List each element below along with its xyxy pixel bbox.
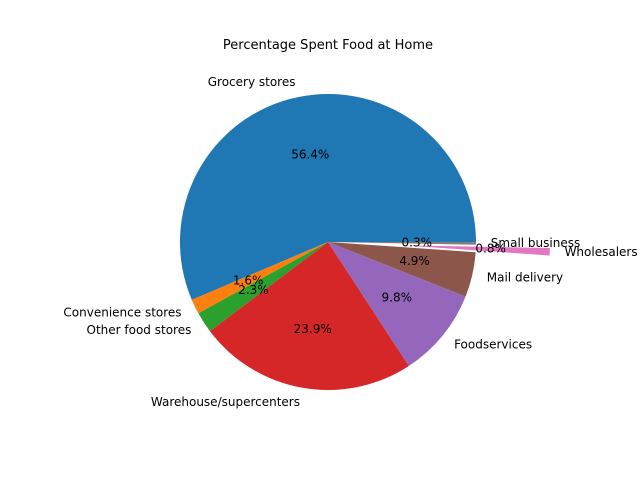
pie-slice-foodservices [328, 242, 466, 366]
pie-labels: Grocery stores 56.4% Convenience stores 1.6… [63, 75, 637, 409]
slice-percent-label: 23.9% [294, 322, 332, 336]
pie-slice-mail-delivery [328, 242, 476, 297]
pie-slice-warehouse-supercenters [209, 242, 409, 390]
slice-percent-label: 1.6% [233, 273, 264, 287]
slice-percent-label: 9.8% [382, 291, 413, 305]
pie-slice-wholesalers [401, 245, 550, 256]
slice-label: Foodservices [454, 337, 532, 351]
slice-label: Mail delivery [487, 271, 563, 285]
slice-label: Grocery stores [208, 75, 296, 89]
pie-slice-small-business [328, 242, 476, 245]
slice-percent-label: 56.4% [291, 147, 329, 161]
slice-percent-label: 0.3% [402, 235, 433, 249]
slice-label: Wholesalers [565, 245, 638, 259]
pie-slice-other-food-stores [198, 242, 328, 332]
slice-percent-label: 2.3% [238, 283, 269, 297]
chart-title: Percentage Spent Food at Home [223, 38, 433, 53]
slice-label: Convenience stores [63, 306, 181, 320]
slice-percent-label: 0.8% [475, 242, 506, 256]
pie-slice-grocery-stores [180, 94, 477, 300]
slice-label: Warehouse/supercenters [151, 395, 300, 409]
pie-slice-convenience-stores [191, 242, 328, 314]
slice-label: Other food stores [87, 323, 192, 337]
slice-percent-label: 4.9% [399, 254, 430, 268]
slice-label: Small business [491, 236, 580, 250]
pie-slices [180, 94, 550, 390]
